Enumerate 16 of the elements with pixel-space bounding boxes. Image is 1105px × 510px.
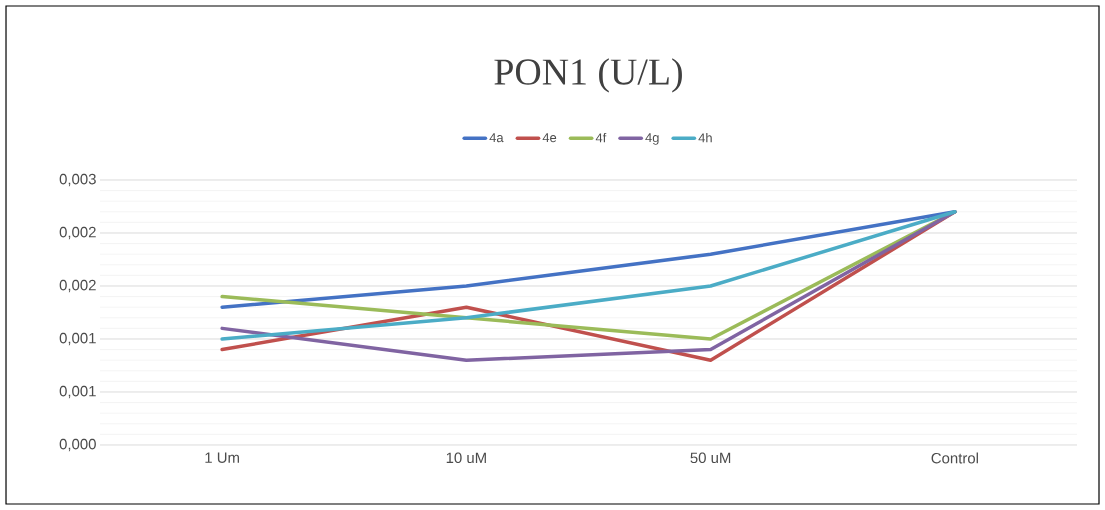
- y-tick-label: 0,001: [59, 385, 96, 399]
- legend-label: 4e: [542, 133, 557, 143]
- legend-label: 4f: [595, 132, 607, 143]
- x-tick-label: 10 uM: [446, 452, 486, 464]
- legend-label: 4g: [645, 133, 659, 145]
- y-tick-label: 0,001: [59, 332, 96, 346]
- y-tick-label: 0,002: [59, 226, 96, 240]
- chart-title: PON1 (U/L): [494, 58, 682, 93]
- y-tick-label: 0,000: [59, 438, 96, 452]
- legend-label: 4a: [489, 133, 504, 143]
- y-tick-label: 0,002: [59, 279, 96, 293]
- legend-label: 4h: [698, 132, 712, 143]
- y-tick-label: 0,003: [59, 173, 96, 187]
- x-tick-label: 1 Um: [205, 452, 239, 463]
- x-tick-label: 50 uM: [690, 452, 731, 464]
- x-tick-label: Control: [931, 452, 978, 464]
